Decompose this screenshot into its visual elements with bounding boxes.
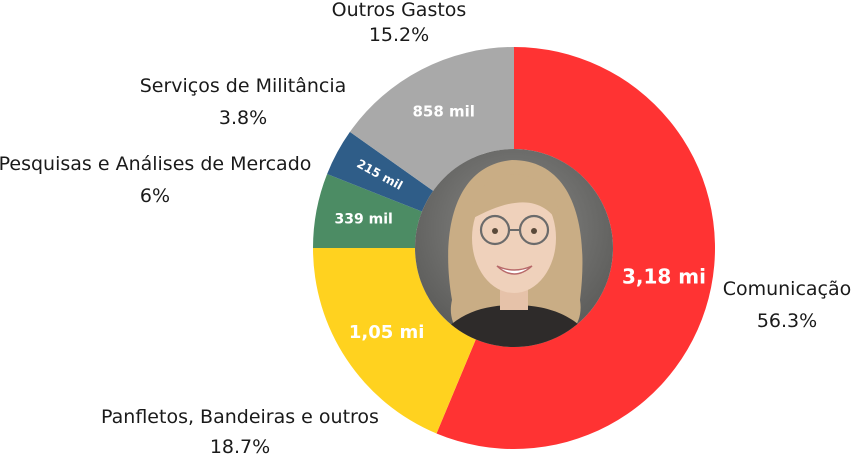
category-percent-label: 56.3% [757, 310, 817, 332]
category-percent-label: 6% [140, 185, 170, 207]
category-percent-label: 3.8% [219, 107, 267, 129]
slice-0 [436, 47, 715, 450]
slice-value-label: 339 mil [335, 211, 393, 227]
center-portrait-photo [415, 149, 613, 347]
slice-value-label: 858 mil [412, 103, 474, 121]
slice-value-label: 3,18 mi [622, 265, 706, 289]
slice-3 [327, 131, 434, 212]
slice-value-label: 1,05 mi [349, 322, 425, 343]
category-name-label: Serviços de Militância [140, 75, 347, 97]
slice-4 [349, 47, 514, 191]
slice-1 [313, 248, 476, 434]
donut-slices [313, 47, 715, 450]
category-name-label: Panfletos, Bandeiras e outros [101, 406, 379, 428]
category-name-label: Comunicação [723, 278, 852, 300]
slice-2 [313, 174, 422, 248]
category-percent-label: 15.2% [369, 24, 429, 46]
category-name-label: Outros Gastos [332, 0, 467, 21]
category-name-label: Pesquisas e Análises de Mercado [0, 153, 311, 175]
category-percent-label: 18.7% [210, 436, 270, 455]
